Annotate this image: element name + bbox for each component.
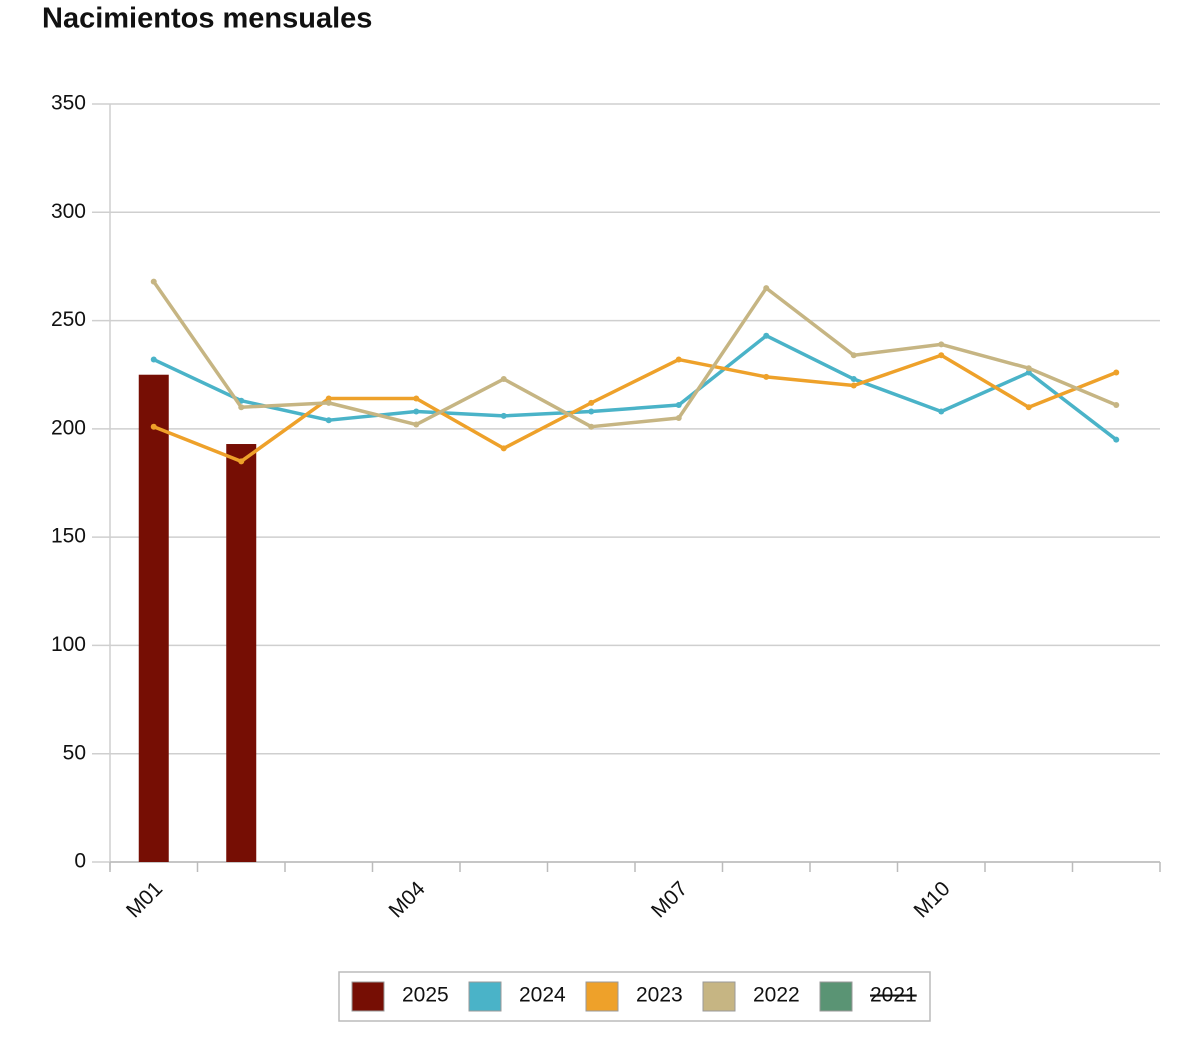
point	[763, 332, 770, 339]
legend-label[interactable]: 2024	[519, 984, 566, 1007]
point	[938, 352, 945, 359]
x-tick-label: M04	[385, 877, 430, 922]
point	[763, 285, 770, 292]
y-tick-label: 150	[51, 525, 86, 548]
line	[153, 353, 1117, 464]
point	[500, 445, 507, 452]
point	[850, 352, 857, 359]
y-tick-label: 250	[51, 308, 86, 331]
point	[1113, 402, 1120, 409]
point	[325, 417, 332, 424]
legend-swatch	[468, 981, 502, 1012]
point	[850, 382, 857, 389]
point	[675, 415, 682, 422]
legend-label[interactable]: 2021	[870, 984, 917, 1007]
y-tick-label: 200	[51, 416, 86, 439]
point	[588, 408, 595, 415]
point	[1025, 369, 1032, 376]
y-tick-label: 0	[74, 850, 86, 873]
point	[1113, 436, 1120, 443]
line	[152, 280, 1117, 429]
point	[675, 356, 682, 363]
legend-swatch	[585, 981, 619, 1012]
point	[150, 278, 157, 285]
x-tick-label: M01	[122, 877, 167, 922]
legend-swatch	[702, 981, 736, 1012]
point	[325, 395, 332, 402]
point	[413, 421, 420, 428]
legend-label[interactable]: 2023	[636, 984, 683, 1007]
point	[500, 376, 507, 383]
point	[850, 376, 857, 383]
point	[763, 373, 770, 380]
point	[588, 423, 595, 430]
legend-swatch	[819, 981, 853, 1012]
point	[938, 408, 945, 415]
y-tick-label: 50	[63, 741, 86, 764]
legend-label[interactable]: 2022	[753, 984, 800, 1007]
point	[938, 341, 945, 348]
line	[153, 333, 1118, 442]
x-tick-label: M07	[647, 877, 692, 922]
point	[150, 423, 157, 430]
x-tick-label: M10	[910, 877, 955, 922]
legend-label[interactable]: 2025	[402, 984, 449, 1007]
point	[238, 404, 245, 411]
bar	[226, 444, 257, 862]
point	[1113, 369, 1120, 376]
y-tick-label: 350	[51, 92, 86, 115]
legend-swatch	[351, 981, 385, 1012]
point	[500, 412, 507, 419]
point	[325, 399, 332, 406]
point	[150, 356, 157, 363]
bar	[138, 374, 169, 862]
point	[238, 458, 245, 465]
point	[588, 399, 595, 406]
y-tick-label: 300	[51, 200, 86, 223]
chart-title: Nacimientos mensuales	[42, 3, 372, 35]
point	[413, 395, 420, 402]
point	[675, 402, 682, 409]
point	[1025, 365, 1032, 372]
y-tick-label: 100	[51, 633, 86, 656]
point	[413, 408, 420, 415]
point	[1025, 404, 1032, 411]
